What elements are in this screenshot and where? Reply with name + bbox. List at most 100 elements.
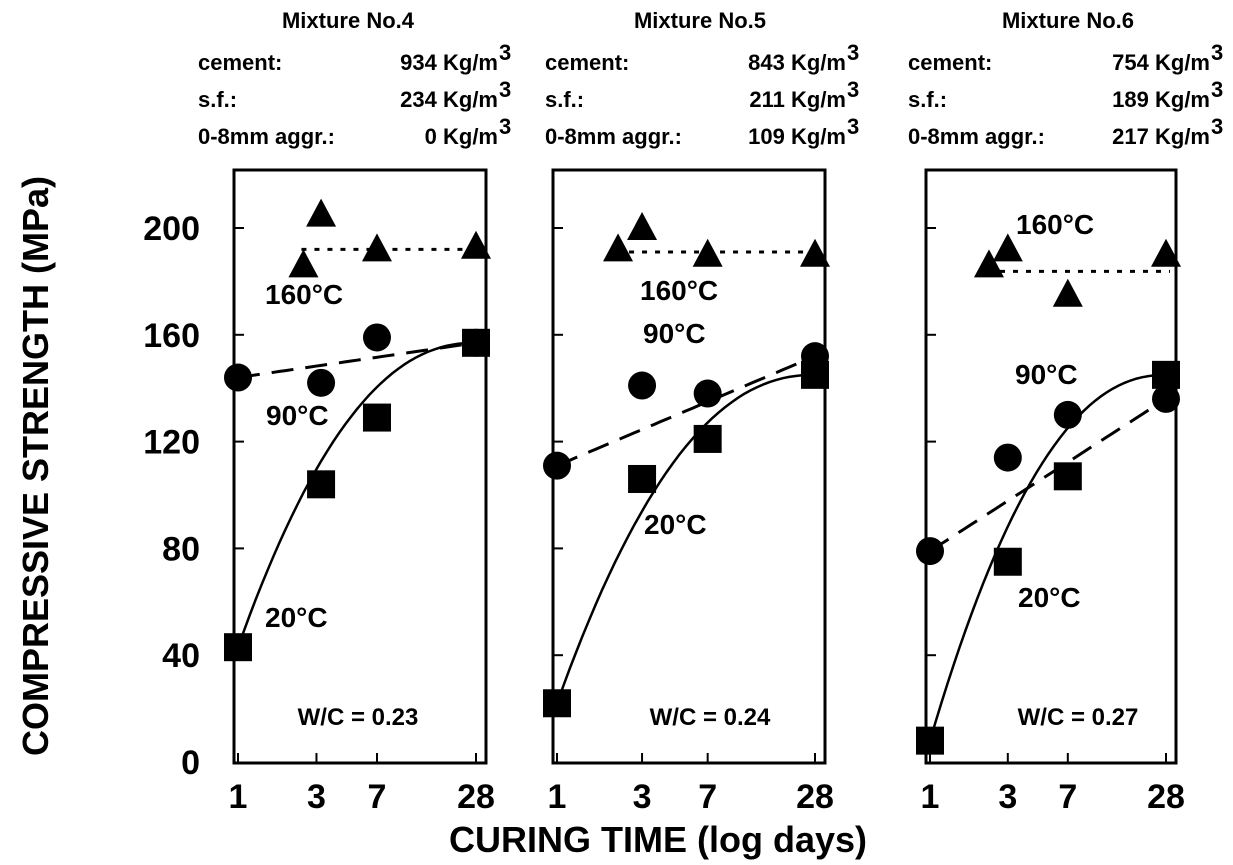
mixture-row-value: 217 Kg/m <box>1112 124 1210 149</box>
data-point-square <box>628 464 657 493</box>
data-point-circle <box>916 537 944 566</box>
mixture-row-value: 211 Kg/m <box>749 87 846 112</box>
data-point-square <box>1053 462 1082 491</box>
x-tick-label: 7 <box>698 778 717 816</box>
series-label: 90°C <box>643 318 706 349</box>
y-tick-label: 80 <box>162 530 200 568</box>
data-point-circle <box>1053 400 1082 429</box>
series-label: 160°C <box>265 279 343 310</box>
mixture-title: Mixture No.5 <box>634 8 766 33</box>
trend-line-20C <box>555 373 815 704</box>
mixture-row-unit-exponent: 3 <box>499 40 511 65</box>
trend-line-20C <box>236 341 477 648</box>
mixture-row-label: cement: <box>198 50 282 75</box>
x-tick-label: 7 <box>368 778 387 816</box>
data-point-triangle <box>627 212 658 240</box>
panel-frame <box>232 168 488 765</box>
data-point-circle <box>693 379 722 408</box>
data-point-circle <box>628 371 657 400</box>
series-label: 160°C <box>1016 209 1094 240</box>
mixture-row-unit-exponent: 3 <box>847 40 859 65</box>
mixture-title: Mixture No.6 <box>1002 8 1134 33</box>
mixture-row-value: 109 Kg/m <box>748 124 846 149</box>
x-tick-label: 3 <box>633 778 652 816</box>
mixture-row-label: 0-8mm aggr.: <box>908 124 1045 149</box>
data-point-square <box>224 633 252 662</box>
y-tick-label: 160 <box>143 317 200 355</box>
data-point-square <box>916 726 944 755</box>
trend-line-20C <box>928 373 1167 741</box>
mixture-row-value: 754 Kg/m <box>1112 50 1210 75</box>
x-tick-label: 28 <box>457 778 495 816</box>
data-point-triangle <box>361 233 392 262</box>
x-tick-label: 1 <box>921 778 940 816</box>
wc-ratio-label: W/C = 0.27 <box>1018 704 1139 731</box>
mixture-row-unit-exponent: 3 <box>499 77 511 102</box>
series-label: 20°C <box>265 602 328 633</box>
mixture-row-unit-exponent: 3 <box>1211 77 1223 102</box>
data-point-square <box>801 360 829 389</box>
data-point-square <box>462 328 490 357</box>
x-tick-label: 1 <box>548 778 567 816</box>
data-point-triangle <box>692 238 723 267</box>
data-point-circle <box>1152 384 1180 413</box>
data-point-circle <box>224 363 252 392</box>
mixture-row-unit-exponent: 3 <box>847 114 859 139</box>
panel-frame <box>924 168 1178 765</box>
y-tick-label: 40 <box>162 637 200 675</box>
data-point-square <box>993 547 1022 576</box>
mixture-row-unit-exponent: 3 <box>499 114 511 139</box>
y-axis-title: COMPRESSIVE STRENGTH (MPa) <box>15 176 56 756</box>
data-point-circle <box>307 368 336 397</box>
trend-line-90C <box>237 341 477 379</box>
series-label: 20°C <box>644 509 707 540</box>
mixture-row-label: s.f.: <box>198 87 237 112</box>
x-tick-label: 28 <box>796 778 834 816</box>
mixture-row-value: 843 Kg/m <box>748 50 846 75</box>
data-point-circle <box>543 451 571 480</box>
mixture-row-value: 234 Kg/m <box>400 87 498 112</box>
mixture-row-label: 0-8mm aggr.: <box>545 124 682 149</box>
x-tick-label: 7 <box>1058 778 1077 816</box>
data-point-square <box>362 403 391 432</box>
x-tick-label: 3 <box>307 778 326 816</box>
mixture-row-unit-exponent: 3 <box>1211 40 1223 65</box>
data-point-triangle <box>992 233 1023 262</box>
data-point-square <box>693 424 722 453</box>
mixture-row-label: cement: <box>908 50 992 75</box>
mixture-title: Mixture No.4 <box>282 8 415 33</box>
data-point-triangle <box>461 230 491 259</box>
data-point-circle <box>362 323 391 352</box>
series-label: 20°C <box>1018 582 1081 613</box>
wc-ratio-label: W/C = 0.23 <box>298 704 419 731</box>
x-tick-label: 3 <box>998 778 1017 816</box>
mixture-row-label: s.f.: <box>545 87 584 112</box>
data-point-triangle <box>1151 238 1181 267</box>
data-point-triangle <box>306 198 337 227</box>
data-point-triangle <box>973 249 1004 278</box>
series-label: 90°C <box>1015 359 1078 390</box>
x-tick-label: 28 <box>1147 778 1185 816</box>
mixture-row-value: 934 Kg/m <box>400 50 498 75</box>
series-label: 160°C <box>640 275 718 306</box>
data-point-triangle <box>800 238 830 267</box>
mixture-row-label: 0-8mm aggr.: <box>198 124 335 149</box>
mixture-row-label: cement: <box>545 50 629 75</box>
data-point-square <box>1152 360 1180 389</box>
data-point-triangle <box>1052 278 1083 307</box>
trend-line-90C <box>929 397 1167 553</box>
data-point-triangle <box>603 233 634 262</box>
series-label: 90°C <box>266 400 329 431</box>
mixture-row-unit-exponent: 3 <box>1211 114 1223 139</box>
y-tick-label: 120 <box>143 424 200 462</box>
y-tick-label: 0 <box>181 744 200 782</box>
x-axis-title: CURING TIME (log days) <box>449 819 867 860</box>
mixture-row-value: 0 Kg/m <box>425 124 498 149</box>
mixture-row-value: 189 Kg/m <box>1112 87 1210 112</box>
data-point-circle <box>993 443 1022 472</box>
